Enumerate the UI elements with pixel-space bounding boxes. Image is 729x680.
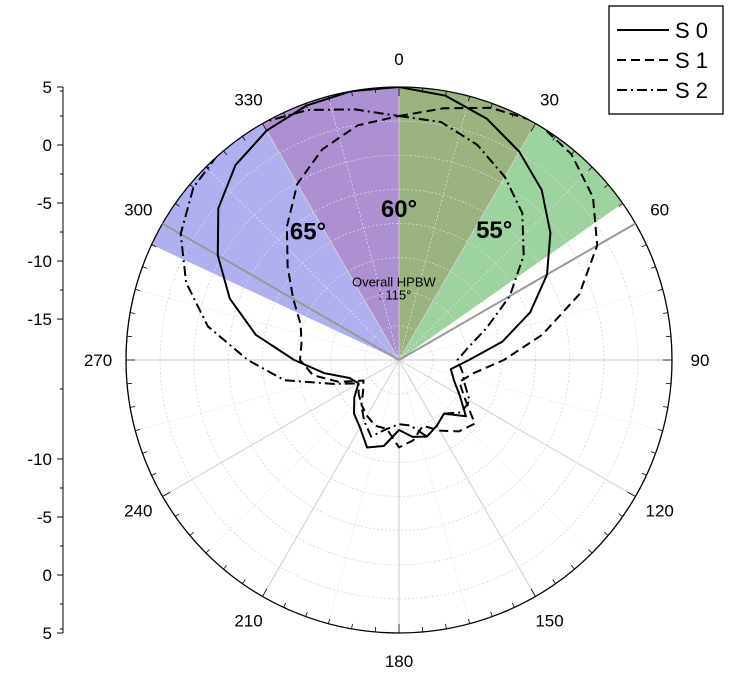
r-axis-tick-label: 0 [43,136,52,155]
angle-label-330: 330 [234,90,262,109]
angle-tick [658,429,663,430]
grid-spoke [399,360,592,553]
angle-label-30: 30 [540,90,559,109]
angle-tick [512,603,514,608]
r-axis-tick-label: 5 [43,624,52,643]
angle-tick [328,619,329,624]
angle-tick [284,603,286,608]
angle-tick [604,532,608,535]
angle-tick [142,452,147,454]
angle-label-150: 150 [535,612,563,631]
angle-tick [163,492,171,497]
angle-label-270: 270 [84,351,112,370]
angle-tick [651,267,656,269]
angle-tick [242,580,245,584]
angle-tick [619,514,623,517]
angle-tick [135,289,140,290]
angle-tick [175,514,179,517]
grid-spoke [328,360,399,624]
angle-tick [446,624,447,629]
annotation-55: 55° [476,217,512,244]
angle-label-180: 180 [385,652,413,671]
angle-tick [553,580,556,584]
angle-tick [571,565,574,569]
angle-tick [663,407,668,408]
angle-tick [135,429,140,430]
angle-tick [190,532,194,535]
angle-tick [589,550,593,554]
grid-spoke [399,360,663,431]
angle-tick [658,289,663,290]
angle-tick [306,612,308,617]
grid-spoke [206,360,399,553]
r-axis-tick-label: 5 [43,78,52,97]
angle-tick [651,452,656,454]
angle-label-60: 60 [650,201,669,220]
angle-tick [642,473,647,475]
grid-spoke [263,360,400,596]
legend: S 0 S 1 S 2 [609,6,723,114]
angle-tick [142,267,147,269]
angle-label-300: 300 [124,201,152,220]
angle-tick [224,565,227,569]
r-axis-tick-label: -15 [27,310,52,329]
r-axis-tick-label: -5 [37,194,52,213]
r-axis-tick-label: -10 [27,450,52,469]
angle-tick [352,624,353,629]
angle-tick [468,619,469,624]
angle-tick [130,407,135,408]
angle-label-0: 0 [394,50,403,69]
legend-label-s-0: S 0 [675,18,708,43]
annotation-65: 65° [290,218,326,245]
sector-65 [152,87,399,360]
angle-tick [642,245,647,247]
angle-tick [628,492,636,497]
annotation-60: 60° [381,196,417,223]
radial-axis: 5 0 -5 -10 -15 -10 -5 0 5 [27,78,63,643]
angle-tick [263,589,268,597]
grid-spoke [399,360,536,596]
r-axis-tick-label: -10 [27,252,52,271]
angle-tick [206,550,210,554]
angle-tick [531,589,536,597]
angle-tick [152,473,157,475]
legend-label-s-2: S 2 [675,78,708,103]
angle-label-120: 120 [645,502,673,521]
grid-spoke [399,360,470,624]
angle-label-240: 240 [124,502,152,521]
r-axis-tick-label: 0 [43,566,52,585]
angle-label-210: 210 [234,612,262,631]
angle-tick [491,612,493,617]
angle-tick [663,313,668,314]
angle-tick [130,313,135,314]
legend-label-s-1: S 1 [675,48,708,73]
angle-label-90: 90 [691,351,710,370]
annotation-115: : 115° [378,287,411,302]
r-axis-tick-label: -5 [37,508,52,527]
